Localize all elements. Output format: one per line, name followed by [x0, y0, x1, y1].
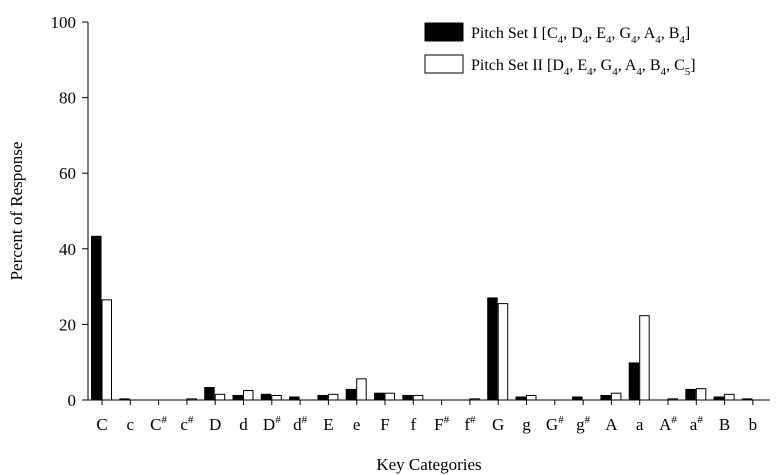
bar-1-a-sharp — [685, 388, 696, 401]
bar-2-B — [724, 393, 735, 401]
y-tick-label: 80 — [59, 89, 76, 108]
x-tick-label: C — [96, 415, 107, 434]
x-axis-label: Key Categories — [376, 455, 481, 474]
bar-1-f — [402, 394, 413, 401]
y-tick-label: 0 — [68, 391, 77, 410]
bar-1-C — [91, 235, 102, 401]
bar-1-E — [317, 394, 328, 401]
bar-2-d — [243, 390, 254, 401]
x-tick-label: D — [209, 415, 221, 434]
x-tick-label: a# — [690, 414, 704, 434]
x-tick-label: A — [605, 415, 618, 434]
bar-1-d — [232, 394, 243, 401]
x-tick-label: F — [380, 415, 389, 434]
x-tick-label: F# — [434, 414, 449, 434]
x-tick-label: e — [353, 415, 361, 434]
bar-2-a — [639, 315, 650, 401]
bar-2-C — [101, 299, 112, 401]
x-tick-label: g# — [576, 414, 591, 434]
y-tick-label: 60 — [59, 164, 76, 183]
y-tick-label: 20 — [59, 315, 76, 334]
y-tick-label: 40 — [59, 240, 76, 259]
x-tick-label: B — [719, 415, 730, 434]
bar-2-D — [214, 393, 226, 401]
bar-1-F — [374, 392, 385, 401]
x-tick-label: b — [749, 415, 758, 434]
bar-2-A — [610, 392, 622, 401]
x-tick-label: d — [239, 415, 248, 434]
bar-2-e — [356, 378, 367, 401]
x-tick-label: D# — [263, 414, 281, 434]
x-tick-label: d# — [293, 414, 308, 434]
bar-1-D — [204, 387, 215, 401]
legend-label-2: Pitch Set II [D4, E4, G4, A4, B4, C5] — [471, 57, 696, 78]
y-axis-ticks: 0 20 40 60 80 100 — [51, 13, 88, 410]
x-tick-label: g — [522, 415, 531, 434]
legend: Pitch Set I [C4, D4, E4, G4, A4, B4] Pitc… — [424, 22, 696, 78]
y-tick-label: 100 — [51, 13, 77, 32]
legend-swatch-2 — [424, 54, 464, 74]
x-tick-label: f# — [464, 414, 476, 434]
bar-1-G — [487, 297, 498, 401]
bar-1-e — [345, 388, 357, 401]
bars-layer — [91, 235, 753, 401]
bar-1-a — [628, 362, 640, 401]
legend-swatch-1 — [424, 22, 464, 42]
x-tick-label: E — [323, 415, 333, 434]
x-tick-label: c# — [180, 414, 194, 434]
legend-label-1: Pitch Set I [C4, D4, E4, G4, A4, B4] — [471, 25, 690, 46]
x-tick-label: A# — [659, 414, 677, 434]
x-tick-label: f — [410, 415, 416, 434]
bar-2-g — [526, 394, 537, 401]
x-tick-label: c — [127, 415, 135, 434]
bar-2-a-sharp — [695, 388, 707, 401]
bar-2-E — [327, 393, 339, 401]
bar-2-D-sharp — [271, 394, 282, 401]
x-tick-label: G# — [546, 414, 564, 434]
x-tick-label: G — [492, 415, 504, 434]
bar-2-f — [412, 394, 424, 401]
y-axis-label: Percent of Response — [7, 142, 26, 281]
bar-2-F — [384, 392, 395, 401]
x-tick-label: C# — [150, 414, 167, 434]
bar-1-A — [600, 394, 611, 401]
x-tick-label: a — [636, 415, 644, 434]
bar-2-G — [497, 303, 509, 401]
bar-1-D-sharp — [260, 393, 272, 401]
